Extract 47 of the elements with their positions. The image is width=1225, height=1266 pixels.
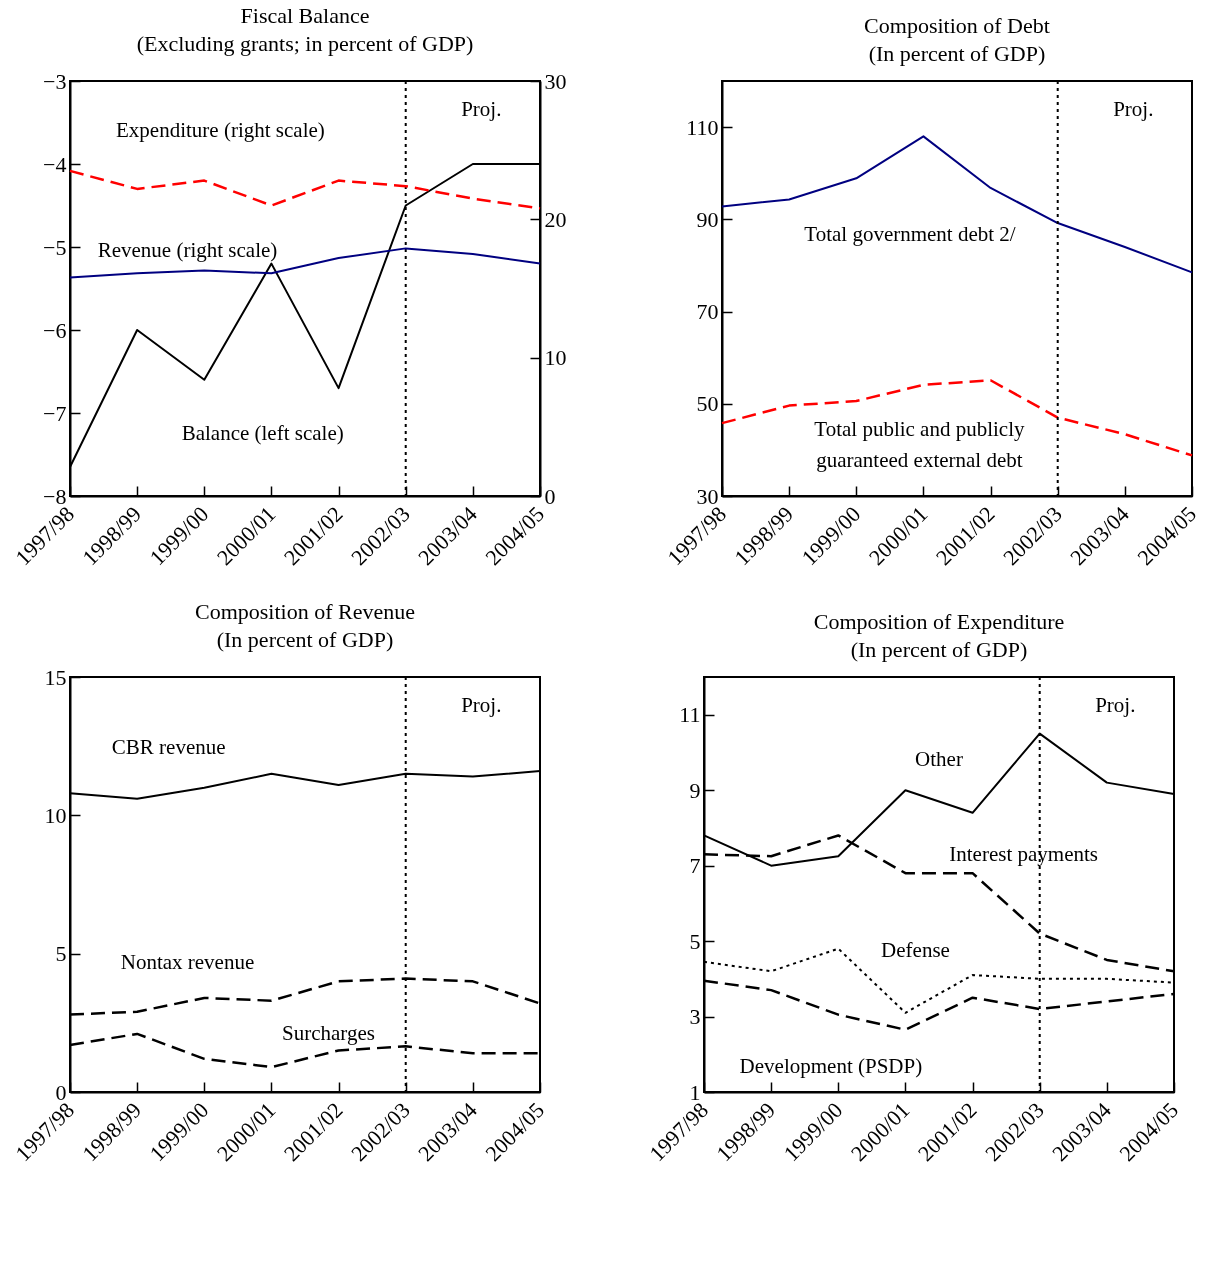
series-label: Development (PSDP) bbox=[739, 1054, 923, 1079]
chart-subtitle: (In percent of GDP) bbox=[850, 637, 1028, 662]
y-tick-label: −3 bbox=[43, 68, 67, 94]
y-tick-label: 15 bbox=[44, 664, 67, 690]
chart-subtitle: (In percent of GDP) bbox=[868, 41, 1046, 66]
chart-title: Composition of Expenditure bbox=[813, 609, 1065, 634]
chart-title: Composition of Revenue bbox=[195, 599, 415, 624]
y-tick-label: 10 bbox=[44, 802, 67, 828]
y-tick-label: 5 bbox=[689, 928, 701, 954]
y-tick-label: 70 bbox=[696, 299, 719, 325]
series-label: Defense bbox=[881, 937, 950, 962]
series-label: Interest payments bbox=[949, 842, 1098, 867]
chart-subtitle: (Excluding grants; in percent of GDP) bbox=[136, 31, 474, 56]
line-series bbox=[68, 169, 542, 210]
series-label: Revenue (right scale) bbox=[97, 238, 278, 263]
y-tick-label: 90 bbox=[696, 206, 719, 232]
chart-title: Composition of Debt bbox=[864, 13, 1050, 38]
ref-line-label: Proj. bbox=[461, 97, 502, 122]
y-tick-label: 50 bbox=[696, 391, 719, 417]
chart-subtitle: (In percent of GDP) bbox=[216, 627, 394, 652]
series-label: Total public and publicly guaranteed external debt bbox=[814, 416, 1026, 472]
y-tick-label: 11 bbox=[679, 702, 701, 728]
y-tick-label: 5 bbox=[55, 941, 67, 967]
y2-tick-label: 30 bbox=[544, 68, 567, 94]
series-label: Total government debt 2/ bbox=[804, 221, 1016, 246]
y-tick-label: −5 bbox=[43, 234, 67, 260]
y-tick-label: 3 bbox=[689, 1004, 701, 1030]
y2-tick-label: 0 bbox=[544, 483, 556, 509]
y-tick-label: −6 bbox=[43, 317, 67, 343]
series-label: Expenditure (right scale) bbox=[116, 117, 325, 142]
line-series bbox=[721, 135, 1193, 274]
ref-line-label: Proj. bbox=[1113, 97, 1154, 122]
series-label: Other bbox=[915, 747, 963, 771]
chart-title: Fiscal Balance bbox=[240, 3, 370, 28]
y-tick-label: 9 bbox=[689, 777, 701, 803]
y-tick-label: 7 bbox=[689, 853, 701, 879]
y2-tick-label: 20 bbox=[544, 206, 567, 232]
y-tick-label: 110 bbox=[686, 114, 719, 140]
y2-tick-label: 10 bbox=[544, 345, 567, 371]
series-label: Nontax revenue bbox=[120, 950, 255, 975]
y-tick-label: −4 bbox=[43, 151, 67, 177]
series-label: Surcharges bbox=[282, 1020, 375, 1045]
series-label: Balance (left scale) bbox=[181, 420, 344, 445]
ref-line-label: Proj. bbox=[1095, 693, 1136, 718]
series-label: CBR revenue bbox=[111, 734, 226, 759]
ref-line-label: Proj. bbox=[461, 693, 502, 718]
y-tick-label: −7 bbox=[43, 400, 67, 426]
